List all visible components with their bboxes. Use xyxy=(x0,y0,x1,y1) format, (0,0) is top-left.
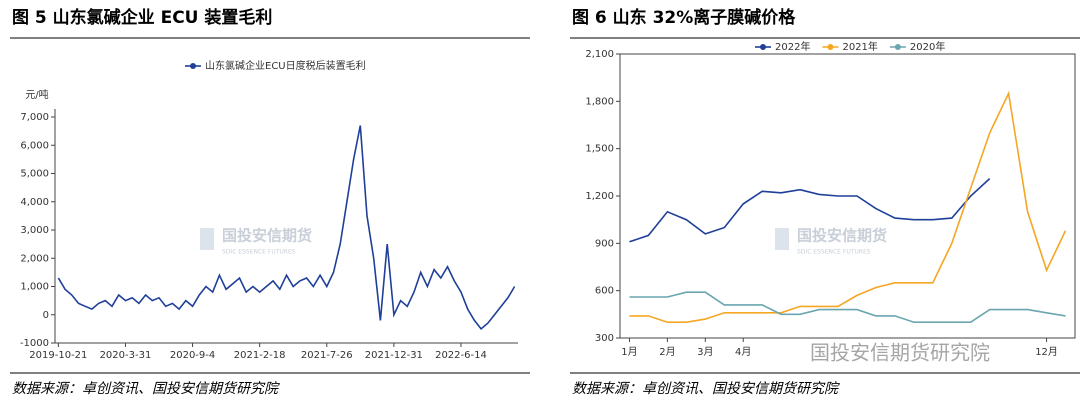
source-note: 数据来源：卓创资讯、国投安信期货研究院 xyxy=(12,381,280,397)
series-line xyxy=(57,125,516,331)
x-tick-label: 4月 xyxy=(735,346,751,358)
x-tick-label: 2021-12-31 xyxy=(365,350,423,361)
watermark: 国投安信期货 xyxy=(797,227,887,245)
x-tick-label: 2022-6-14 xyxy=(435,350,487,361)
y-tick-label: 4,000 xyxy=(20,197,49,208)
watermark-sub: SDIC ESSENCE FUTURES xyxy=(222,249,296,256)
y-tick-label: -1000 xyxy=(20,338,49,349)
y-tick-label: 600 xyxy=(595,286,614,297)
y-tick-label: 1,800 xyxy=(585,96,614,107)
legend-label: 2022年 xyxy=(775,40,810,53)
y-tick-label: 300 xyxy=(595,333,614,344)
x-tick-label: 2020-3-31 xyxy=(100,350,152,361)
y-tick-label: 1,000 xyxy=(20,282,49,293)
chart-title: 图 5 山东氯碱企业 ECU 装置毛利 xyxy=(12,7,272,28)
legend-label: 2020年 xyxy=(910,40,945,53)
series-line xyxy=(629,291,1066,323)
x-tick-label: 3月 xyxy=(697,346,713,358)
y-tick-label: 5,000 xyxy=(20,169,49,180)
y-tick-label: 1,500 xyxy=(585,144,614,155)
x-tick-label: 1月 xyxy=(621,346,637,358)
legend-marker xyxy=(894,44,901,50)
y-tick-label: 900 xyxy=(595,238,614,249)
watermark-sub: SDIC ESSENCE FUTURES xyxy=(797,249,871,256)
watermark-logo xyxy=(200,228,214,250)
y-tick-label: 0 xyxy=(43,310,49,321)
legend-label: 2021年 xyxy=(842,40,877,53)
x-tick-label: 2019-10-21 xyxy=(29,350,87,361)
source-note: 数据来源：卓创资讯、国投安信期货研究院 xyxy=(572,381,840,397)
y-tick-label: 7,000 xyxy=(20,112,49,123)
y-tick-label: 6,000 xyxy=(20,140,49,151)
series-line xyxy=(629,90,1067,323)
y-tick-label: 3,000 xyxy=(20,225,49,236)
legend-marker xyxy=(760,44,766,50)
watermark: 国投安信期货 xyxy=(222,227,312,245)
y-unit: 元/吨 xyxy=(25,88,48,101)
y-tick-label: 2,100 xyxy=(585,49,614,60)
legend-label: 山东氯碱企业ECU日度税后装置毛利 xyxy=(205,59,366,72)
y-tick-label: 2,000 xyxy=(20,253,49,264)
chart-title: 图 6 山东 32%离子膜碱价格 xyxy=(572,7,796,28)
x-tick-label: 2021-2-18 xyxy=(234,350,286,361)
x-tick-label: 2月 xyxy=(659,346,675,358)
watermark-logo xyxy=(775,228,789,250)
legend-marker xyxy=(190,63,196,69)
x-tick-label: 2021-7-26 xyxy=(301,350,353,361)
legend-marker xyxy=(827,44,834,50)
x-tick-label: 12月 xyxy=(1035,346,1058,358)
series-line xyxy=(629,178,991,243)
y-tick-label: 1,200 xyxy=(585,191,614,202)
x-tick-label: 2020-9-4 xyxy=(170,350,215,361)
wechat-watermark: 国投安信期货研究院 xyxy=(810,341,990,365)
